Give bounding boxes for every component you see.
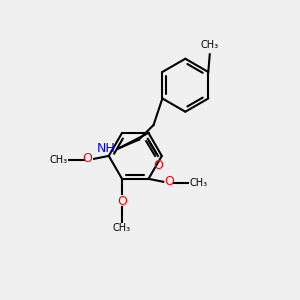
Text: O: O <box>153 159 163 172</box>
Text: CH₃: CH₃ <box>50 155 68 165</box>
Text: CH₃: CH₃ <box>113 223 131 233</box>
Text: NH: NH <box>97 142 115 155</box>
Text: O: O <box>83 152 93 165</box>
Text: O: O <box>165 175 175 188</box>
Text: CH₃: CH₃ <box>201 40 219 50</box>
Text: O: O <box>117 195 127 208</box>
Text: CH₃: CH₃ <box>190 178 208 188</box>
